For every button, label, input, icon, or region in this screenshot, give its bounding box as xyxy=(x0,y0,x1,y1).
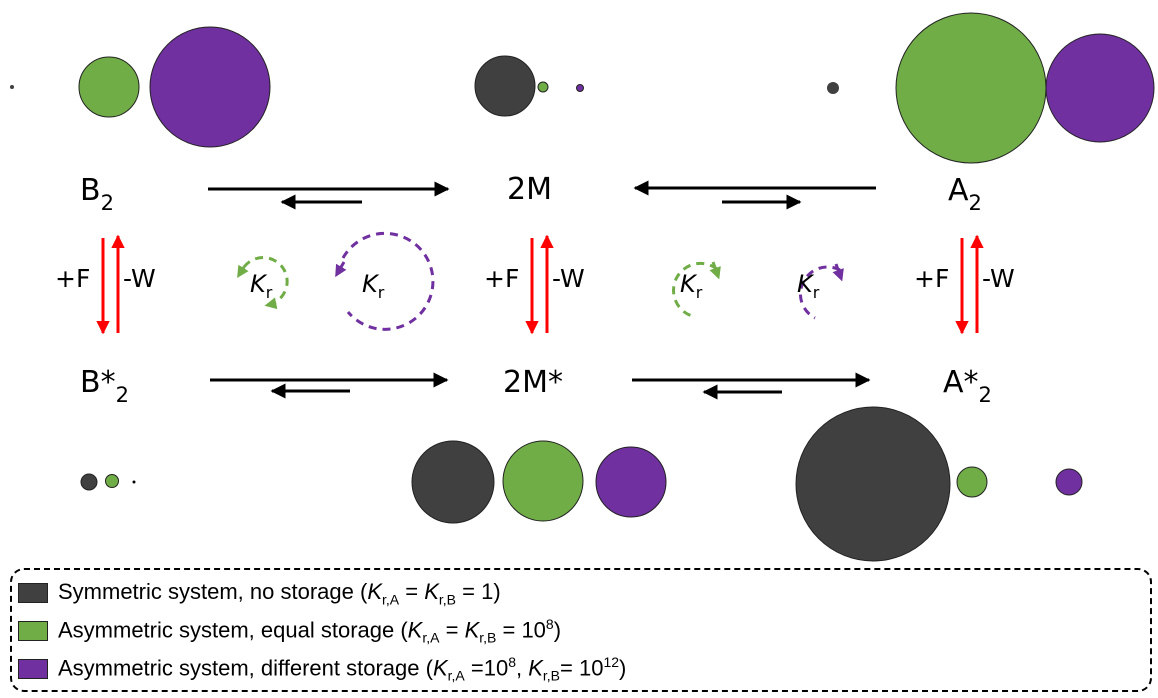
kr-label-a-green: Kr xyxy=(680,270,703,302)
legend-swatch-equal xyxy=(18,621,48,641)
species-bstar2: B*2 xyxy=(80,365,129,407)
kr-cycle-b-green xyxy=(237,256,289,310)
a2-different-circle xyxy=(1045,33,1155,143)
reaction-scheme: B2 2M A2 B*2 2M* A*2 +F -W +F -W +F -W xyxy=(10,12,1155,562)
b2-different-circle xyxy=(149,26,271,148)
m2-symmetric-circle xyxy=(474,55,536,117)
a2-equal-circle xyxy=(895,12,1047,164)
legend-text-different: Asymmetric system, different storage (Kr… xyxy=(58,654,627,684)
kr-cycle-a-purple xyxy=(798,263,844,320)
astar2-equal-circle xyxy=(956,466,988,498)
m2-different-circle xyxy=(576,84,584,92)
legend-item-equal: Asymmetric system, equal storage (Kr,A =… xyxy=(18,616,561,646)
bstar2-different-circle xyxy=(132,480,136,484)
energy-arrows xyxy=(96,234,984,335)
m2-equal-circle xyxy=(537,81,549,93)
legend-item-different: Asymmetric system, different storage (Kr… xyxy=(18,654,626,684)
astar2-different-circle xyxy=(1055,468,1083,496)
bstar2-equal-circle xyxy=(105,474,119,488)
b2-symmetric-circle xyxy=(10,85,14,89)
population-circles xyxy=(10,12,1155,562)
bstar2-symmetric-circle xyxy=(80,473,98,491)
legend-text-symmetric: Symmetric system, no storage (Kr,A = Kr,… xyxy=(58,578,501,608)
kr-label-b-purple: Kr xyxy=(362,270,385,302)
m-plus-f-label: +F xyxy=(484,264,519,293)
mstar2-symmetric-circle xyxy=(411,440,495,524)
b-plus-f-label: +F xyxy=(55,264,90,293)
species-b2: B2 xyxy=(80,173,114,215)
species-astar2: A*2 xyxy=(943,365,992,407)
kr-label-a-purple: Kr xyxy=(797,270,820,302)
kr-cycle-a-green xyxy=(672,261,721,318)
legend-swatch-symmetric xyxy=(18,583,48,603)
a-plus-f-label: +F xyxy=(914,264,949,293)
b2-equal-circle xyxy=(78,56,140,118)
legend-swatch-different xyxy=(18,659,48,679)
species-a2: A2 xyxy=(948,173,982,215)
mstar2-equal-circle xyxy=(502,440,584,522)
species-2mstar: 2M* xyxy=(503,365,563,400)
astar2-symmetric-circle xyxy=(795,406,951,562)
species-2m: 2M xyxy=(507,172,552,207)
legend-text-equal: Asymmetric system, equal storage (Kr,A =… xyxy=(58,616,562,646)
a2-symmetric-circle xyxy=(827,82,839,94)
m-minus-w-label: -W xyxy=(552,264,585,293)
mstar2-different-circle xyxy=(595,446,667,518)
b-minus-w-label: -W xyxy=(123,264,156,293)
kr-label-b-green: Kr xyxy=(250,270,273,302)
legend-box xyxy=(10,568,1152,692)
equilibrium-arrows xyxy=(208,180,876,400)
legend-item-symmetric: Symmetric system, no storage (Kr,A = Kr,… xyxy=(18,578,501,608)
kr-cycle-b-purple xyxy=(335,231,435,331)
a-minus-w-label: -W xyxy=(982,264,1015,293)
